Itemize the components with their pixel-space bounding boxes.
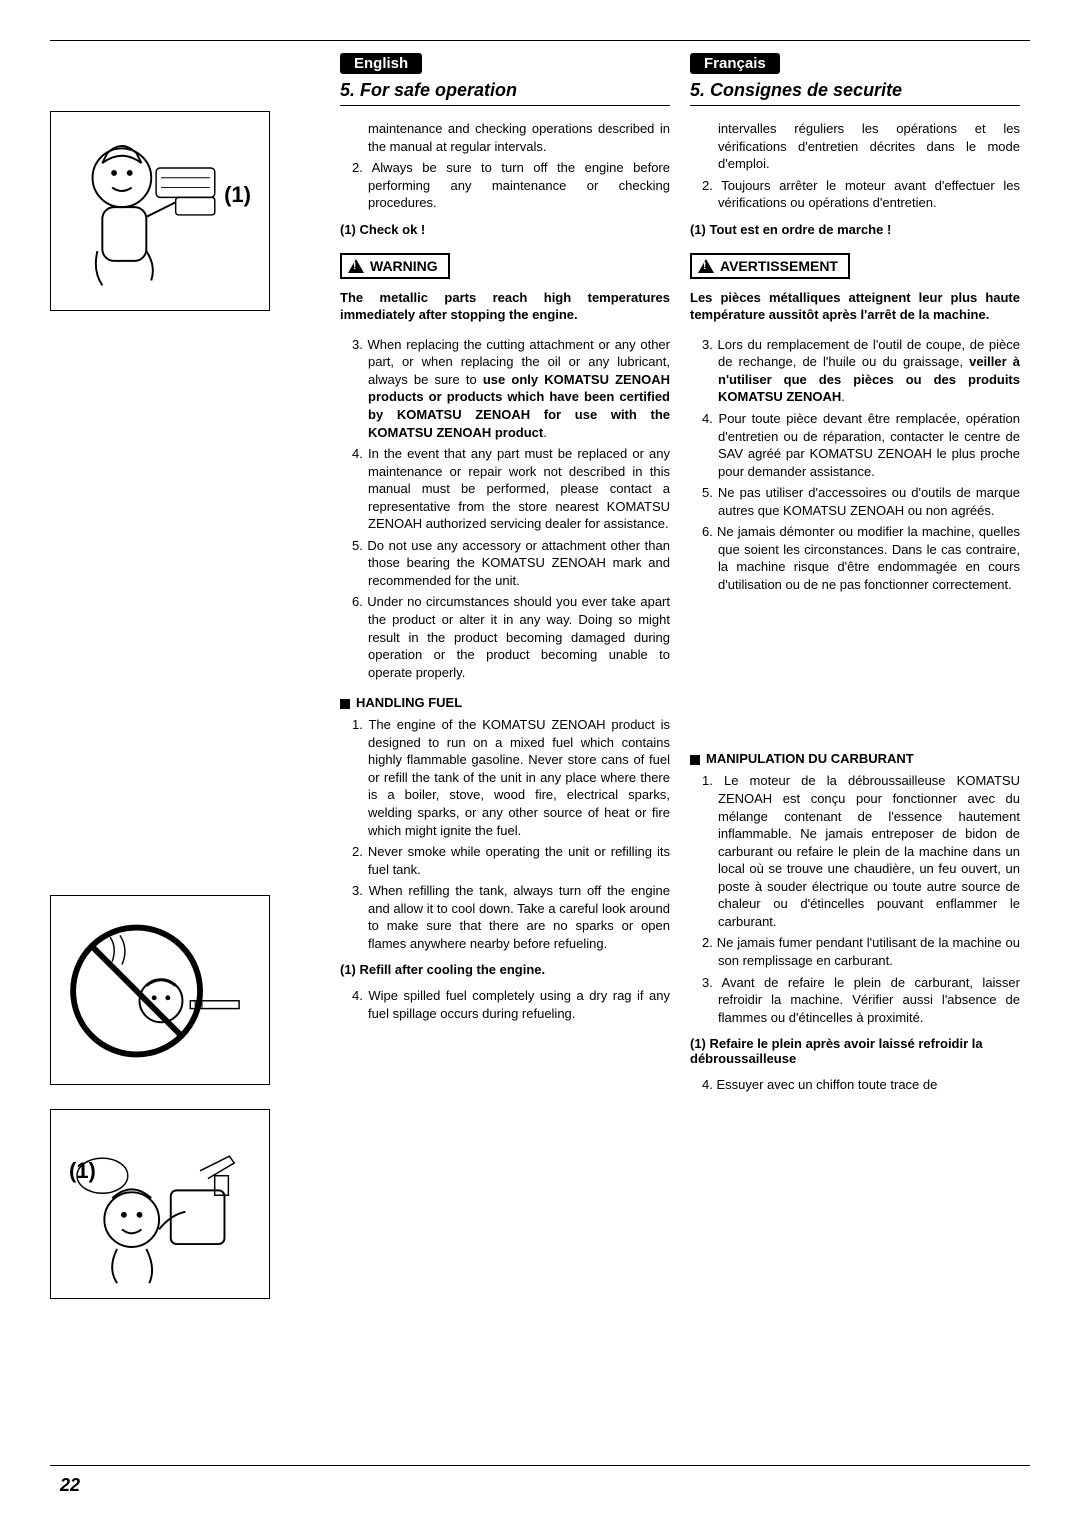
english-section-title: 5. For safe operation (340, 80, 670, 101)
fr-item3c: . (841, 389, 845, 404)
en-item2: 2. Always be sure to turn off the engine… (340, 159, 670, 212)
fr-item2: 2. Toujours arrêter le moteur avant d'ef… (690, 177, 1020, 212)
en-item6: 6. Under no circumstances should you eve… (340, 593, 670, 681)
en-fuel4: 4. Wipe spilled fuel completely using a … (340, 987, 670, 1022)
fr-item4: 4. Pour toute pièce devant être remplacé… (690, 410, 1020, 480)
french-column: Français 5. Consignes de securite interv… (680, 53, 1030, 1323)
bullet-icon (690, 755, 700, 765)
warning-label-fr: AVERTISSEMENT (720, 258, 838, 274)
fr-intro: intervalles réguliers les opérations et … (690, 120, 1020, 173)
english-badge: English (340, 53, 422, 74)
en-check-ok: (1) Check ok ! (340, 222, 670, 237)
rule (340, 105, 670, 106)
bottom-rule (50, 1465, 1030, 1466)
english-column: English 5. For safe operation maintenanc… (330, 53, 680, 1323)
rule (690, 105, 1020, 106)
en-refill-note: (1) Refill after cooling the engine. (340, 962, 670, 977)
warning-icon (348, 259, 364, 273)
en-fuel-head: HANDLING FUEL (340, 695, 670, 710)
en-fuel3: 3. When refilling the tank, always turn … (340, 882, 670, 952)
fr-fuel4: 4. Essuyer avec un chiffon toute trace d… (690, 1076, 1020, 1094)
fr-warning-text: Les pièces métalliques atteignent leur p… (690, 289, 1020, 324)
warning-icon (698, 259, 714, 273)
figure-label-2: (1) (69, 1158, 96, 1184)
en-fuel-head-text: HANDLING FUEL (356, 695, 462, 710)
figure-label-1: (1) (224, 182, 251, 208)
warning-box-en: WARNING (340, 253, 450, 279)
fr-fuel1: 1. Le moteur de la débroussailleuse KOMA… (690, 772, 1020, 930)
en-fuel2: 2. Never smoke while operating the unit … (340, 843, 670, 878)
warning-box-fr: AVERTISSEMENT (690, 253, 850, 279)
bullet-icon (340, 699, 350, 709)
top-rule (50, 40, 1030, 41)
en-item4: 4. In the event that any part must be re… (340, 445, 670, 533)
no-smoking-icon (63, 908, 259, 1074)
operator-icon (63, 124, 259, 300)
fr-item5: 5. Ne pas utiliser d'accessoires ou d'ou… (690, 484, 1020, 519)
en-intro: maintenance and checking operations desc… (340, 120, 670, 155)
fr-item3: 3. Lors du remplacement de l'outil de co… (690, 336, 1020, 406)
en-item3: 3. When replacing the cutting attachment… (340, 336, 670, 441)
fr-refill-note: (1) Refaire le plein après avoir laissé … (690, 1036, 1020, 1066)
fr-fuel-head-text: MANIPULATION DU CARBURANT (706, 751, 914, 766)
french-section-title: 5. Consignes de securite (690, 80, 1020, 101)
illustration-no-smoking (50, 895, 270, 1085)
en-item5: 5. Do not use any accessory or attachmen… (340, 537, 670, 590)
fr-fuel-head: MANIPULATION DU CARBURANT (690, 751, 1020, 766)
french-badge: Français (690, 53, 780, 74)
refuel-icon (63, 1122, 259, 1288)
page-number: 22 (60, 1475, 80, 1496)
illustration-column: (1) (50, 53, 330, 1323)
illustration-check-ok: (1) (50, 111, 270, 311)
fr-fuel2: 2. Ne jamais fumer pendant l'utilisant d… (690, 934, 1020, 969)
en-warning-text: The metallic parts reach high temperatur… (340, 289, 670, 324)
main-columns: (1) (50, 53, 1030, 1323)
fr-fuel3: 3. Avant de refaire le plein de carburan… (690, 974, 1020, 1027)
illustration-refill-cool: (1) (50, 1109, 270, 1299)
fr-check-ok: (1) Tout est en ordre de marche ! (690, 222, 1020, 237)
warning-label-en: WARNING (370, 258, 438, 274)
fr-item6: 6. Ne jamais démonter ou modifier la mac… (690, 523, 1020, 593)
en-fuel1: 1. The engine of the KOMATSU ZENOAH prod… (340, 716, 670, 839)
en-item3c: . (543, 425, 547, 440)
